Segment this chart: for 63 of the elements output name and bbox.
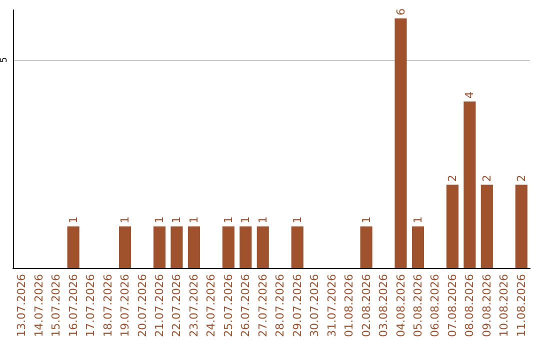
x-tick-label: 14.07.2026 [32, 274, 46, 338]
x-tick-label: 01.08.2026 [342, 274, 356, 338]
data-label: 1 [360, 216, 373, 224]
x-tick-label: 08.08.2026 [463, 274, 476, 338]
data-label: 1 [152, 216, 166, 224]
x-tick-label: 19.07.2026 [118, 274, 132, 338]
bar [256, 226, 269, 268]
x-tick-label: 02.08.2026 [360, 274, 373, 338]
bar [240, 226, 252, 268]
bar [480, 184, 493, 268]
x-tick-label: 15.07.2026 [50, 274, 63, 338]
x-tick-label: 05.08.2026 [411, 274, 424, 338]
bar [153, 226, 166, 268]
x-tick-label: 16.07.2026 [66, 274, 80, 338]
data-label: 1 [170, 216, 184, 224]
x-tick-label: 18.07.2026 [101, 274, 114, 338]
x-tick-label: 20.07.2026 [136, 274, 149, 338]
data-label: 1 [66, 216, 80, 224]
data-label: 1 [411, 216, 424, 224]
bar [360, 226, 372, 268]
data-label: 1 [118, 216, 132, 224]
x-tick-label: 25.07.2026 [222, 274, 235, 338]
bar [464, 102, 476, 268]
x-tick-label: 31.07.2026 [325, 274, 338, 338]
bar [170, 226, 183, 268]
bar [446, 184, 458, 268]
x-tick-label: 04.08.2026 [394, 274, 408, 338]
x-tick-label: 10.08.2026 [498, 274, 511, 338]
bar [394, 18, 407, 268]
data-label: 4 [463, 92, 476, 99]
x-tick-label: 21.07.2026 [152, 274, 166, 338]
x-tick-label: 17.07.2026 [84, 274, 98, 338]
x-tick-label: 26.07.2026 [239, 274, 252, 338]
x-tick-label: 30.07.2026 [308, 274, 322, 338]
x-tick-label: 09.08.2026 [480, 274, 494, 338]
bar [515, 184, 528, 268]
data-label: 2 [514, 174, 528, 182]
x-tick-label: 22.07.2026 [170, 274, 184, 338]
data-label: 1 [290, 216, 304, 224]
data-label: 6 [394, 8, 408, 16]
x-tick-label: 06.08.2026 [428, 274, 442, 338]
bar [118, 226, 132, 268]
data-label: 1 [222, 216, 235, 224]
x-tick-label: 27.07.2026 [256, 274, 270, 338]
data-label: 2 [480, 174, 494, 182]
x-tick-label: 03.08.2026 [377, 274, 390, 338]
bar [67, 226, 80, 268]
bar [222, 226, 234, 268]
x-tick-label: 28.07.2026 [274, 274, 287, 338]
bar [412, 226, 424, 268]
data-label: 1 [256, 216, 270, 224]
x-tick-label: 29.07.2026 [290, 274, 304, 338]
x-tick-label: 13.07.2026 [15, 274, 28, 338]
bar [188, 226, 200, 268]
x-tick-label: 11.08.2026 [514, 274, 528, 338]
y-tick-label: 5 [0, 57, 10, 63]
x-tick-label: 07.08.2026 [446, 274, 459, 338]
data-label: 2 [446, 174, 459, 182]
x-tick-label: 23.07.2026 [187, 274, 200, 338]
data-label: 1 [187, 216, 200, 224]
bar [291, 226, 304, 268]
x-tick-label: 24.07.2026 [204, 274, 218, 338]
data-label: 1 [239, 216, 252, 224]
